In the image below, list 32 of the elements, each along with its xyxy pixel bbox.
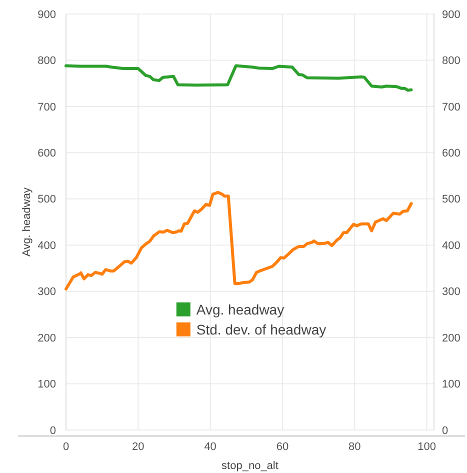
y-tick-label: 900 [38, 8, 56, 21]
line-series [64, 190, 413, 291]
y2-tick-label: 400 [442, 240, 460, 252]
y-axis-title: Avg. headway [21, 187, 33, 256]
y-tick-label: 100 [38, 378, 56, 391]
x-tick-label: 60 [276, 441, 289, 453]
y2-tick-label: 900 [442, 8, 460, 21]
y2-tick-label: 800 [442, 55, 460, 68]
x-tick-label: 80 [348, 441, 361, 453]
y2-tick-label: 100 [442, 378, 460, 391]
x-tick-label: 20 [132, 441, 144, 453]
y2-tick-label: 500 [442, 194, 460, 206]
y2-tick-label: 300 [442, 286, 460, 298]
y-tick-label: 700 [38, 101, 56, 114]
line-series [64, 64, 413, 92]
x-tick-label: 40 [204, 441, 216, 453]
y-tick-label: 0 [50, 424, 56, 437]
x-tick-label: 100 [418, 441, 436, 453]
y-tick-label: 800 [38, 55, 56, 68]
legend-label: Avg. headway [196, 301, 284, 318]
x-tick-label: 0 [62, 441, 70, 453]
y2-tick-label: 600 [442, 148, 460, 160]
legend-label: Std. dev. of headway [196, 321, 326, 338]
y-tick-label: 600 [38, 148, 56, 160]
y-tick-label: 200 [38, 332, 56, 344]
y2-tick-label: 0 [442, 424, 448, 437]
y2-tick-label: 200 [442, 332, 460, 344]
y2-tick-label: 700 [442, 101, 460, 114]
y-tick-label: 500 [38, 194, 56, 206]
x-axis-title: stop_no_alt [222, 460, 278, 472]
y-tick-label: 400 [38, 240, 56, 252]
y-tick-label: 300 [38, 286, 56, 298]
